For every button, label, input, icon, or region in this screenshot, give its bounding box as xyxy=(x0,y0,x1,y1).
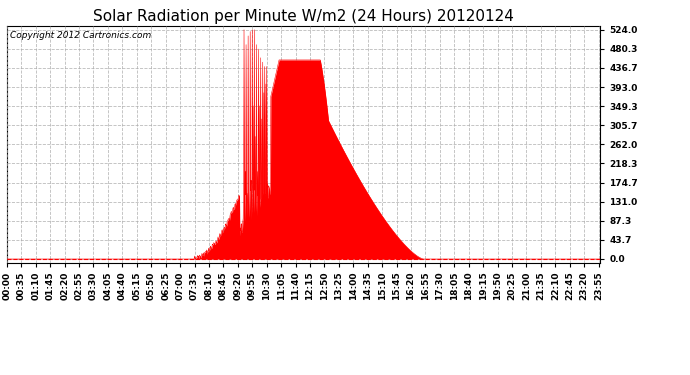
Title: Solar Radiation per Minute W/m2 (24 Hours) 20120124: Solar Radiation per Minute W/m2 (24 Hour… xyxy=(93,9,514,24)
Text: Copyright 2012 Cartronics.com: Copyright 2012 Cartronics.com xyxy=(10,31,151,40)
